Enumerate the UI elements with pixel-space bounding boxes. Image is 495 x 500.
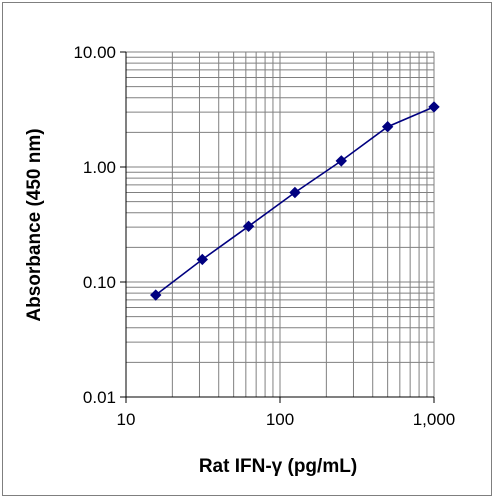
y-tick-label: 1.00 [83, 158, 116, 177]
series-line [155, 106, 435, 296]
data-point-marker [289, 186, 301, 199]
axes [120, 51, 435, 403]
data-point-marker [150, 289, 162, 301]
data-point-marker [242, 220, 255, 233]
x-tick-label: 1,000 [413, 410, 456, 429]
y-axis-title: Absorbance (450 nm) [24, 128, 45, 321]
x-tick-label: 100 [266, 410, 294, 429]
tick-labels: 10 100 1,000 0.01 0.10 1.00 10.00 [73, 43, 455, 429]
y-tick-label: 0.01 [83, 388, 116, 407]
data-point-marker [196, 253, 209, 266]
data-point-marker [381, 121, 394, 133]
data-series [150, 101, 440, 301]
x-tick-label: 10 [117, 410, 136, 429]
x-axis-title: Rat IFN-γ (pg/mL) [199, 456, 357, 477]
grid [125, 51, 435, 398]
y-tick-label: 10.00 [73, 43, 116, 62]
y-tick-label: 0.10 [83, 273, 116, 292]
data-point-marker [428, 101, 440, 113]
data-point-marker [335, 155, 347, 167]
